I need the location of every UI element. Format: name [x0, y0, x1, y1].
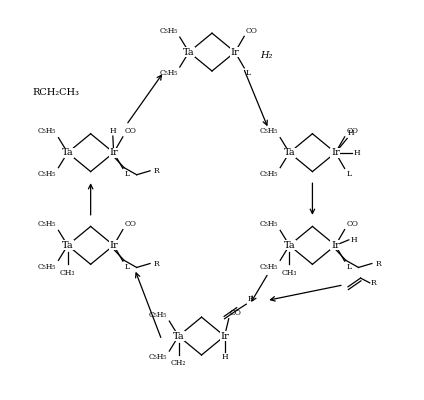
Text: H: H	[348, 129, 354, 137]
Text: CH₃: CH₃	[282, 269, 297, 277]
Text: CO: CO	[125, 127, 137, 135]
Text: Ta: Ta	[183, 48, 195, 56]
Text: Ir: Ir	[109, 148, 118, 157]
Text: C₅H₅: C₅H₅	[159, 70, 178, 78]
Text: H: H	[350, 236, 357, 244]
Text: Ta: Ta	[284, 148, 295, 157]
Text: C₅H₅: C₅H₅	[38, 263, 56, 271]
Text: C₅H₅: C₅H₅	[38, 220, 56, 228]
Text: H₂: H₂	[260, 51, 273, 60]
Text: L: L	[246, 70, 251, 78]
Text: C₅H₅: C₅H₅	[260, 220, 278, 228]
Text: C₅H₅: C₅H₅	[149, 311, 167, 319]
Text: CH₂: CH₂	[171, 359, 186, 367]
Text: CO: CO	[246, 27, 258, 35]
Text: L: L	[346, 263, 351, 271]
Text: C₅H₅: C₅H₅	[149, 354, 167, 362]
Text: H: H	[221, 354, 228, 362]
Text: R: R	[375, 260, 381, 268]
Text: R: R	[153, 167, 159, 175]
Text: Ir: Ir	[231, 48, 240, 56]
Text: R: R	[248, 295, 253, 303]
Text: Ir: Ir	[109, 241, 118, 250]
Text: C₅H₅: C₅H₅	[260, 170, 278, 178]
Text: R: R	[371, 279, 377, 287]
Text: L: L	[346, 170, 351, 178]
Text: Ta: Ta	[284, 241, 295, 250]
Text: H: H	[109, 126, 116, 134]
Text: C₅H₅: C₅H₅	[38, 170, 56, 178]
Text: Ta: Ta	[62, 148, 73, 157]
Text: L: L	[125, 263, 130, 271]
Text: Ta: Ta	[173, 332, 184, 340]
Text: Ir: Ir	[220, 332, 229, 340]
Text: Ta: Ta	[62, 241, 73, 250]
Text: CO: CO	[346, 127, 358, 135]
Text: H: H	[354, 149, 360, 157]
Text: C₅H₅: C₅H₅	[38, 127, 56, 135]
Text: L: L	[125, 170, 130, 178]
Text: C₅H₅: C₅H₅	[260, 263, 278, 271]
Text: Ir: Ir	[331, 241, 340, 250]
Text: C₅H₅: C₅H₅	[260, 127, 278, 135]
Text: CO: CO	[346, 220, 358, 228]
Text: CO: CO	[125, 220, 137, 228]
Text: Ir: Ir	[331, 148, 340, 157]
Text: R: R	[153, 260, 159, 268]
Text: C₅H₅: C₅H₅	[159, 27, 178, 35]
Text: RCH₂CH₃: RCH₂CH₃	[32, 88, 79, 98]
Text: CH₃: CH₃	[60, 269, 75, 277]
Text: CO: CO	[230, 309, 242, 317]
